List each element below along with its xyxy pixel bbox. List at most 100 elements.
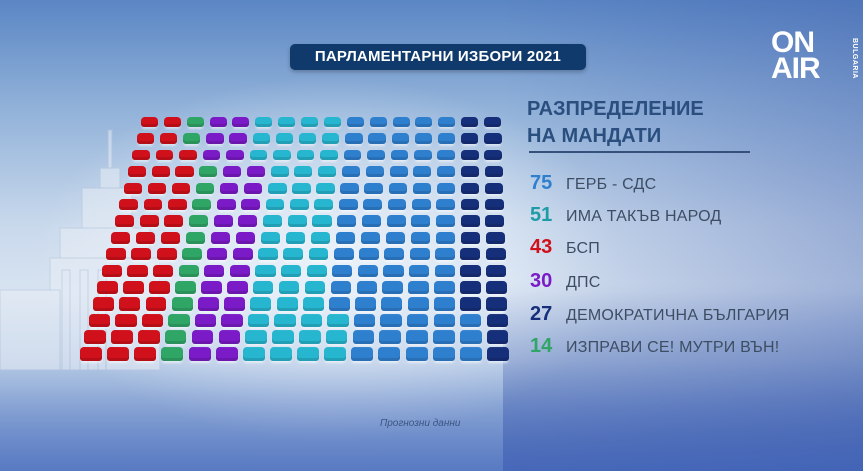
seat	[390, 149, 409, 161]
seat	[316, 182, 335, 194]
background-gradient-bottom	[0, 361, 863, 471]
seat	[273, 149, 291, 161]
seat	[185, 231, 205, 244]
seat	[369, 117, 387, 127]
seat	[139, 215, 159, 228]
legend-count: 14	[530, 335, 553, 357]
seat	[460, 264, 481, 278]
logo-on-text: ON	[771, 26, 815, 59]
legend-item-ismv: 14 ИЗПРАВИ СЕ! МУТРИ ВЪН!	[530, 335, 779, 361]
seat	[485, 231, 505, 244]
seat	[361, 215, 381, 228]
seat	[249, 149, 268, 161]
logo-air-text: AIR	[771, 52, 821, 85]
seat	[182, 133, 201, 144]
seat	[278, 117, 296, 127]
seat	[380, 313, 402, 328]
seat	[437, 166, 456, 178]
seat	[206, 133, 224, 144]
seat	[365, 166, 384, 178]
seat	[285, 231, 305, 244]
seat	[432, 346, 455, 361]
seat	[343, 149, 362, 161]
seat	[436, 182, 456, 194]
seat	[110, 231, 130, 244]
seat	[435, 231, 455, 244]
seat	[257, 248, 278, 261]
seat	[132, 149, 150, 161]
seat	[213, 215, 233, 228]
seat	[287, 215, 307, 228]
seat	[160, 231, 180, 244]
legend-label: ИЗПРАВИ СЕ! МУТРИ ВЪН!	[566, 339, 780, 356]
seat	[433, 313, 455, 328]
seat	[485, 248, 506, 261]
seat	[323, 117, 341, 127]
seat	[245, 330, 267, 344]
seat	[359, 248, 380, 261]
footnote: Прогнозни данни	[380, 418, 461, 429]
seat	[216, 199, 236, 211]
seat	[340, 182, 359, 194]
seat	[168, 313, 190, 328]
seat	[155, 149, 174, 161]
seat	[188, 346, 211, 361]
seat	[405, 346, 428, 361]
seat	[437, 149, 456, 161]
seat	[263, 215, 283, 228]
seat	[379, 330, 402, 344]
seat	[141, 313, 164, 328]
legend-item-db: 27 ДЕМОКРАТИЧНА БЪЛГАРИЯ	[530, 303, 790, 329]
seat	[351, 346, 374, 361]
seat	[281, 264, 302, 278]
seat	[460, 199, 480, 211]
seat	[484, 166, 503, 178]
legend-item-gerb: 75 ГЕРБ - СДС	[530, 172, 656, 198]
seat	[106, 248, 126, 261]
seat	[167, 199, 187, 211]
seat	[232, 117, 250, 127]
seat	[192, 199, 212, 211]
seat	[283, 248, 304, 261]
seat	[136, 133, 154, 144]
seat	[107, 346, 130, 361]
seat	[460, 297, 482, 311]
channel-logo: ON AIR BULGARIA	[771, 26, 861, 86]
seat	[411, 215, 431, 228]
seat	[242, 346, 265, 361]
seat	[188, 215, 209, 228]
seat	[392, 117, 410, 127]
seat	[383, 264, 404, 278]
seat	[143, 199, 163, 211]
seat	[461, 117, 479, 127]
legend-label: ДПС	[566, 274, 601, 291]
seat	[484, 117, 501, 127]
seat	[460, 281, 481, 294]
seat	[119, 199, 138, 211]
seat	[460, 166, 479, 178]
seat	[250, 297, 272, 311]
seat	[301, 117, 319, 127]
seat	[484, 149, 503, 161]
seat	[327, 313, 349, 328]
seat	[459, 330, 482, 344]
seat	[346, 117, 364, 127]
seat	[292, 182, 311, 194]
seat	[324, 346, 347, 361]
seat	[134, 346, 157, 361]
seat	[255, 117, 273, 127]
seat	[164, 330, 187, 344]
seat	[302, 297, 324, 311]
seat	[325, 330, 348, 344]
seat	[123, 281, 144, 294]
seat	[88, 313, 110, 328]
seat	[270, 166, 289, 178]
seat	[310, 231, 330, 244]
seat	[407, 313, 429, 328]
seat	[382, 281, 404, 294]
seat	[337, 215, 357, 228]
seat	[224, 297, 246, 311]
seat	[460, 215, 480, 228]
seat	[175, 281, 196, 294]
seat	[171, 297, 193, 311]
